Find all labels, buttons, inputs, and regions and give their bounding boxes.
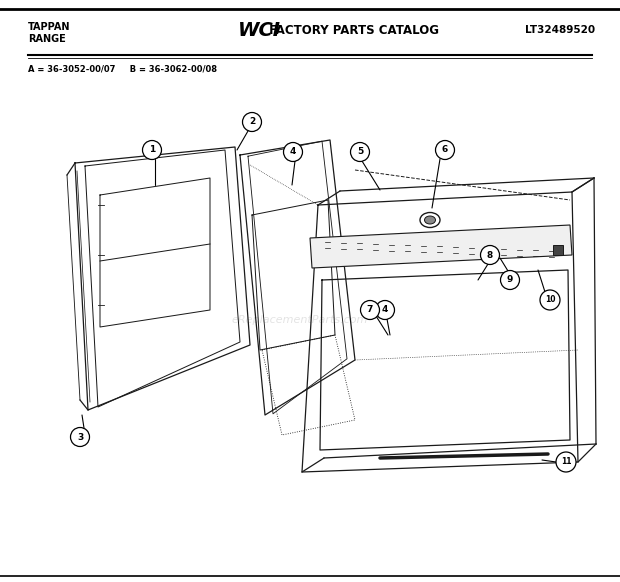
Text: 10: 10 [545, 296, 556, 304]
Circle shape [283, 143, 303, 161]
Circle shape [143, 140, 161, 159]
Polygon shape [310, 225, 572, 268]
Text: 3: 3 [77, 432, 83, 442]
Circle shape [360, 300, 379, 320]
Text: WCI: WCI [238, 20, 281, 40]
Bar [553, 245, 563, 255]
Text: 5: 5 [357, 147, 363, 157]
Circle shape [350, 143, 370, 161]
Circle shape [376, 300, 394, 320]
Circle shape [242, 112, 262, 132]
Text: eReplacementParts.com: eReplacementParts.com [232, 315, 368, 325]
Text: 2: 2 [249, 118, 255, 126]
Circle shape [556, 452, 576, 472]
Text: 11: 11 [560, 457, 571, 467]
Text: 4: 4 [382, 306, 388, 314]
Text: 1: 1 [149, 146, 155, 154]
Text: LT32489520: LT32489520 [525, 25, 595, 35]
Text: 9: 9 [507, 275, 513, 285]
Circle shape [71, 428, 89, 446]
Text: 4: 4 [290, 147, 296, 157]
Circle shape [500, 271, 520, 289]
Text: FACTORY PARTS CATALOG: FACTORY PARTS CATALOG [265, 23, 439, 37]
Circle shape [540, 290, 560, 310]
Text: 6: 6 [442, 146, 448, 154]
Text: 7: 7 [367, 306, 373, 314]
Text: A = 36-3052-00/07     B = 36-3062-00/08: A = 36-3052-00/07 B = 36-3062-00/08 [28, 65, 217, 73]
Ellipse shape [425, 216, 435, 224]
Text: RANGE: RANGE [28, 34, 66, 44]
Circle shape [480, 246, 500, 264]
Text: 8: 8 [487, 250, 493, 260]
Ellipse shape [420, 212, 440, 228]
Circle shape [435, 140, 454, 159]
Text: TAPPAN: TAPPAN [28, 22, 71, 32]
